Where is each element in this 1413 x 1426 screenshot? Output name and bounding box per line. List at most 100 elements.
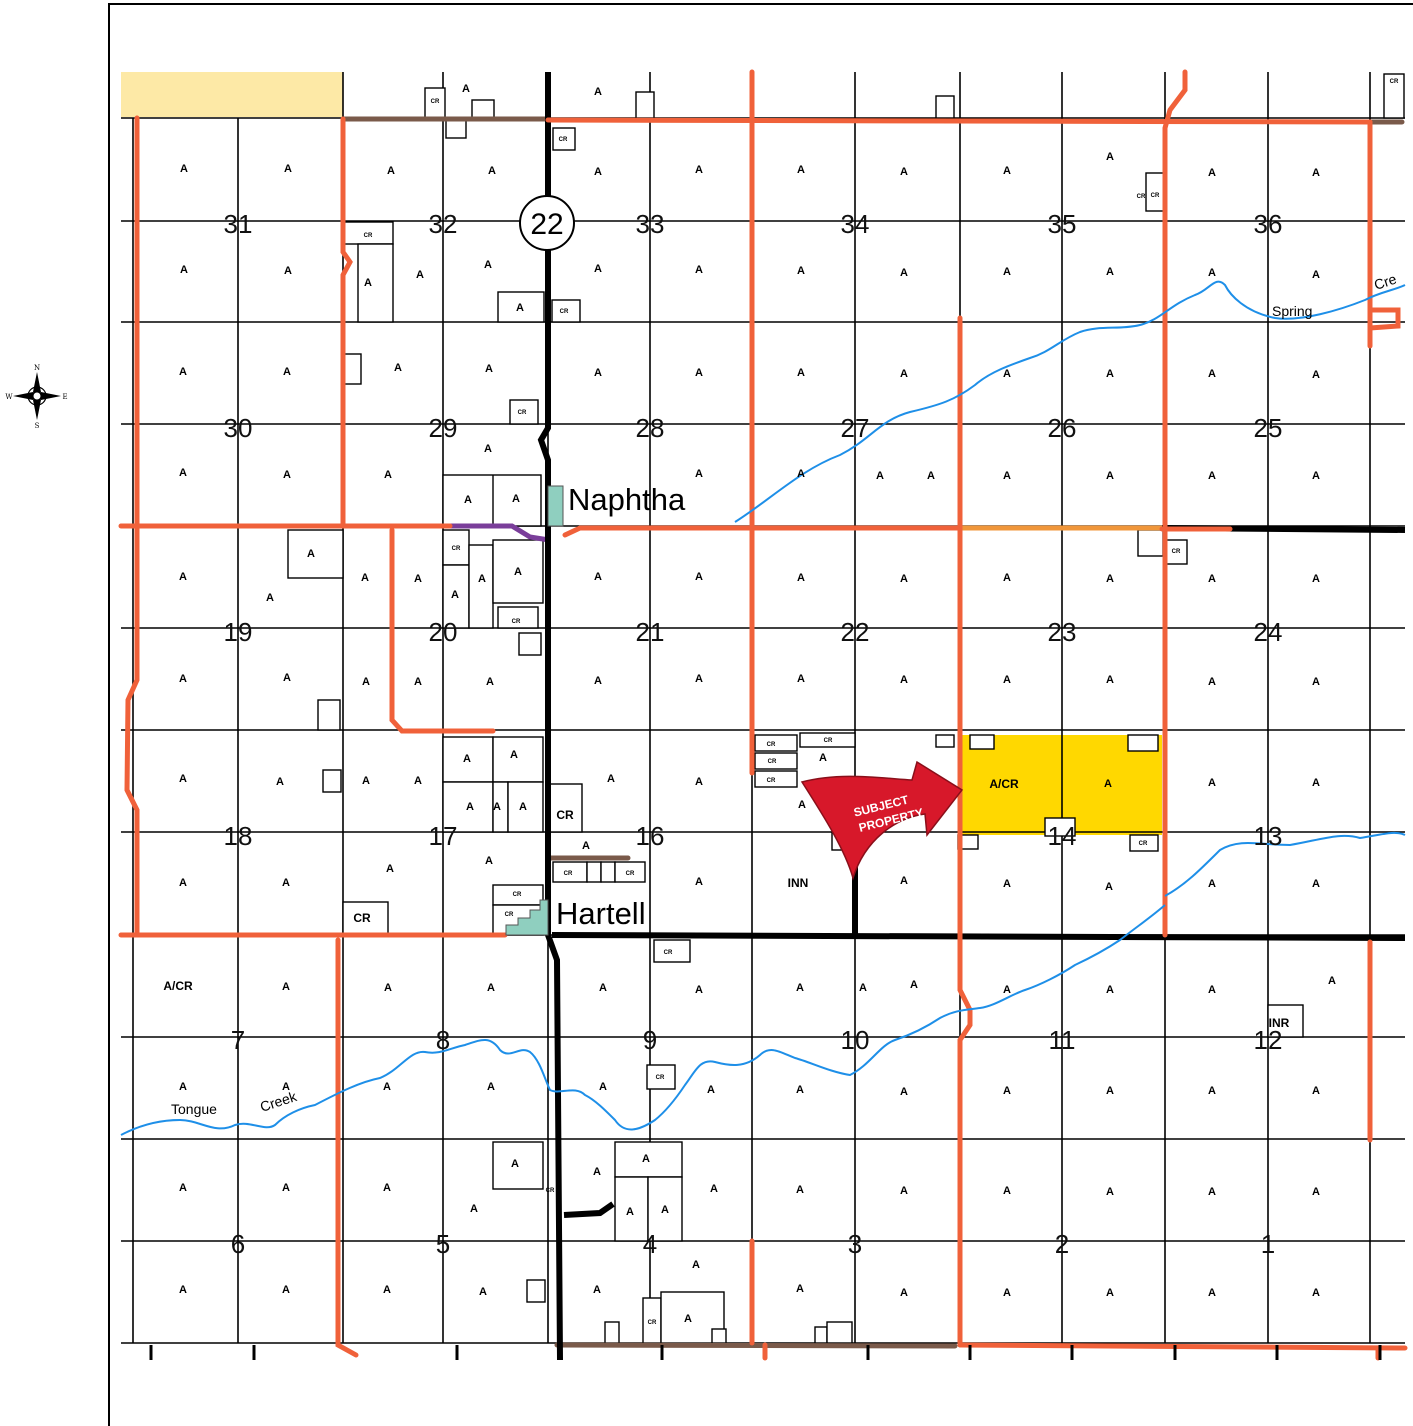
- parcel-label: A: [692, 1259, 700, 1271]
- trails: [340, 116, 1405, 1349]
- parcel-label: A: [1105, 881, 1113, 893]
- parcel-label-small: CR: [560, 309, 569, 315]
- parcel-label: A: [695, 164, 703, 176]
- section-number: 7: [231, 1025, 245, 1055]
- parcel-label-small: CR: [656, 1075, 665, 1081]
- parcel-label: A: [282, 1284, 290, 1296]
- parcel-label: A: [797, 572, 805, 584]
- section-number: 11: [1049, 1025, 1076, 1055]
- parcel-label: A: [695, 984, 703, 996]
- parcel-label: A: [695, 776, 703, 788]
- section-number: 13: [1254, 821, 1283, 851]
- parcel-label: A: [493, 801, 501, 813]
- pale-parcel: [121, 72, 343, 117]
- parcel-label: A: [1208, 777, 1216, 789]
- parcel-label: A: [661, 1204, 669, 1216]
- parcel-label: A: [900, 1287, 908, 1299]
- parcel-label: A: [1208, 1287, 1216, 1299]
- parcel-label: A: [179, 1081, 187, 1093]
- parcel-label: A: [486, 676, 494, 688]
- section-number: 2: [1055, 1229, 1069, 1259]
- parcel-label: A: [464, 494, 472, 506]
- section-number: 24: [1254, 617, 1283, 647]
- parcel-label: A: [1003, 1085, 1011, 1097]
- parcel-label: A: [1106, 266, 1114, 278]
- section-number: 12: [1254, 1025, 1283, 1055]
- parcel-label-small: CR: [1172, 549, 1181, 555]
- parcel-label: A: [179, 877, 187, 889]
- section-number: 27: [841, 413, 870, 443]
- parcel-label: INR: [1269, 1016, 1290, 1030]
- parcel-label: A: [485, 855, 493, 867]
- parcel-label: A: [284, 163, 292, 175]
- parcel-label: A: [282, 1081, 290, 1093]
- parcel-label: A/CR: [163, 979, 193, 993]
- parcel-label: A: [797, 265, 805, 277]
- parcel-label: A: [478, 573, 486, 585]
- section-number: 26: [1048, 413, 1077, 443]
- parcel-label: A: [1106, 674, 1114, 686]
- parcel-label: A: [1312, 676, 1320, 688]
- parcel-label: A: [900, 1185, 908, 1197]
- parcel-label: A: [594, 675, 602, 687]
- section-number: 10: [841, 1025, 870, 1055]
- creek-section-13: [1164, 831, 1406, 897]
- parcel-label: A: [1106, 1186, 1114, 1198]
- section-number: 14: [1048, 821, 1077, 851]
- parcel-label: A: [462, 83, 470, 95]
- parcel-label: A: [1003, 674, 1011, 686]
- parcel-label: A: [900, 166, 908, 178]
- parcel-label-small: CR: [1390, 79, 1399, 85]
- parcel-label: A: [1003, 266, 1011, 278]
- parcel-label: A: [510, 749, 518, 761]
- parcel-label: A: [283, 672, 291, 684]
- parcel-label-small: CR: [512, 619, 521, 625]
- parcel-label: A: [1208, 167, 1216, 179]
- purple-road: [450, 523, 550, 543]
- naphtha-marker: [547, 485, 564, 527]
- map-frame: [108, 3, 1413, 1426]
- parcel-label: A: [514, 566, 522, 578]
- parcel-label: A: [1312, 777, 1320, 789]
- parcel-label: A: [819, 752, 827, 764]
- parcel-label: A: [1106, 1287, 1114, 1299]
- compass-w: W: [5, 393, 13, 401]
- section-number: 23: [1048, 617, 1077, 647]
- parcel-label: A: [361, 572, 369, 584]
- parcel-label: A: [594, 571, 602, 583]
- section-number: 18: [224, 821, 253, 851]
- parcel-label: A: [1208, 676, 1216, 688]
- section-number: 8: [436, 1025, 450, 1055]
- parcel-label: A: [1312, 573, 1320, 585]
- parcel-label: A: [1328, 975, 1336, 987]
- parcel-label: INN: [788, 876, 809, 890]
- parcel-label: A: [384, 982, 392, 994]
- parcel-label: A: [282, 877, 290, 889]
- parcel-label: A: [516, 302, 524, 314]
- parcel-label-small: CR: [768, 759, 777, 765]
- parcel-label: A: [179, 773, 187, 785]
- label-spring: Spring: [1272, 303, 1312, 319]
- parcel-label: A: [900, 573, 908, 585]
- parcel-label: A: [386, 863, 394, 875]
- town-naphtha: Naphtha: [568, 482, 686, 517]
- parcel-label-small: CR: [648, 1320, 657, 1326]
- parcel-label: A: [485, 363, 493, 375]
- parcel-label: A: [383, 1081, 391, 1093]
- parcel-label: A: [1312, 369, 1320, 381]
- parcel-label: A: [900, 674, 908, 686]
- parcel-label: A: [180, 163, 188, 175]
- parcel-label: A: [487, 1081, 495, 1093]
- parcel-label-small: CR: [1139, 841, 1148, 847]
- parcel-label: A: [876, 470, 884, 482]
- section-number: 20: [429, 617, 458, 647]
- parcel-label-small: CR: [546, 1188, 555, 1194]
- parcel-label: A: [179, 1284, 187, 1296]
- parcel-label-small: CR: [1151, 193, 1160, 199]
- parcel-label: A: [383, 1182, 391, 1194]
- parcel-label: A: [695, 468, 703, 480]
- parcel-label: A: [927, 470, 935, 482]
- parcel-label: A: [900, 1086, 908, 1098]
- section-number: 4: [643, 1229, 657, 1259]
